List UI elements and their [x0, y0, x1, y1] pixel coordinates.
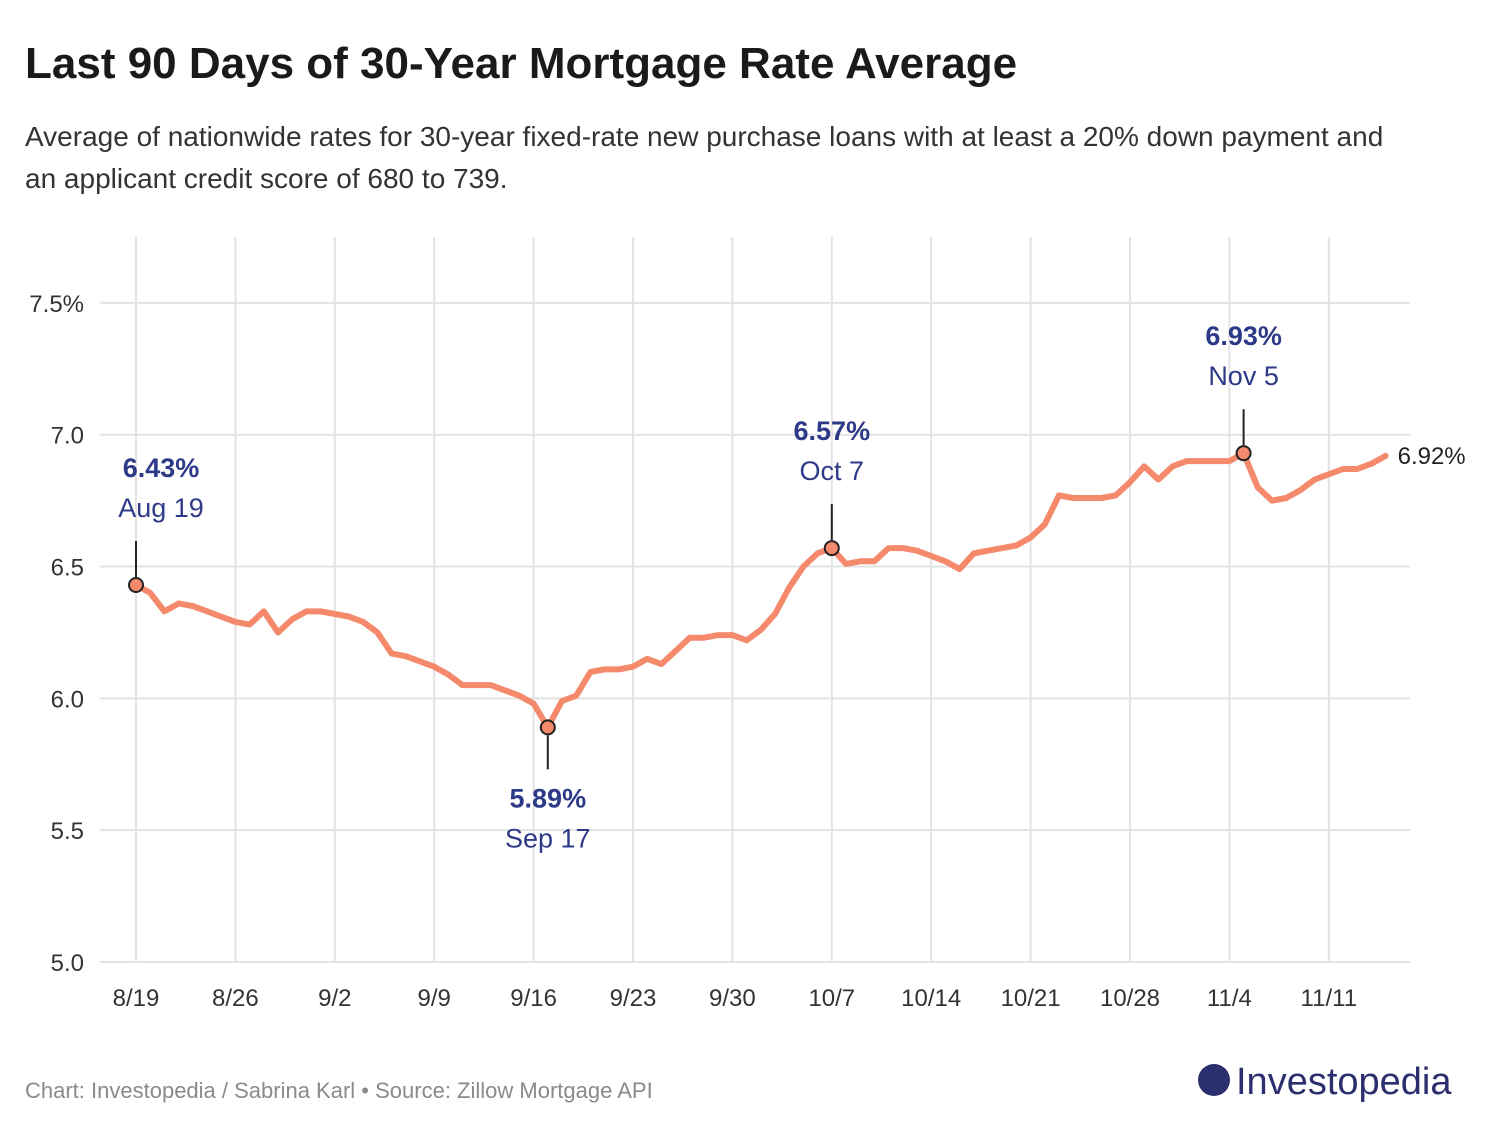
x-tick-label: 8/19 — [113, 985, 160, 1012]
brand-name: Investopedia — [1236, 1061, 1452, 1103]
end-label: 6.92% — [1398, 443, 1466, 470]
x-tick-label: 9/16 — [510, 985, 557, 1012]
annotation-date: Nov 5 — [1208, 361, 1279, 391]
annotation-point — [539, 719, 556, 736]
y-tick-label: 7.5% — [29, 291, 84, 318]
rate-line — [133, 450, 1389, 731]
annotation-date: Oct 7 — [800, 456, 865, 486]
y-tick-label: 5.0 — [51, 950, 84, 977]
annotation-point — [1235, 445, 1252, 462]
brand-logo: Investopedia — [1198, 1061, 1452, 1103]
x-tick-label: 9/2 — [318, 985, 351, 1012]
y-tick-label: 6.5 — [51, 555, 84, 582]
x-tick-label: 9/30 — [709, 985, 756, 1012]
x-tick-label: 11/11 — [1301, 985, 1358, 1012]
x-tick-label: 11/4 — [1207, 985, 1252, 1012]
x-tick-label: 10/14 — [901, 985, 961, 1012]
y-tick-label: 7.0 — [51, 423, 84, 450]
logo-icon — [1198, 1064, 1230, 1096]
annotation-point — [823, 540, 840, 557]
annotation-point — [128, 577, 144, 593]
chart-title: Last 90 Days of 30-Year Mortgage Rate Av… — [25, 39, 1017, 88]
annotation-date: Aug 19 — [118, 493, 204, 523]
annotation-date: Sep 17 — [505, 823, 591, 853]
x-tick-label: 10/21 — [1001, 985, 1061, 1012]
annotation-value: 6.93% — [1205, 321, 1282, 351]
annotation-value: 5.89% — [510, 783, 587, 813]
y-tick-label: 6.0 — [51, 686, 84, 713]
x-tick-label: 9/9 — [418, 985, 451, 1012]
y-tick-label: 5.5 — [51, 818, 84, 845]
annotation-value: 6.57% — [794, 416, 871, 446]
source-note: Chart: Investopedia / Sabrina Karl • Sou… — [25, 1078, 653, 1103]
x-tick-label: 10/28 — [1100, 985, 1160, 1012]
chart-subtitle: Average of nationwide rates for 30-year … — [25, 121, 1383, 194]
annotation-value: 6.43% — [123, 453, 200, 483]
x-tick-label: 8/26 — [212, 985, 259, 1012]
x-tick-label: 10/7 — [808, 985, 855, 1012]
x-tick-label: 9/23 — [610, 985, 657, 1012]
